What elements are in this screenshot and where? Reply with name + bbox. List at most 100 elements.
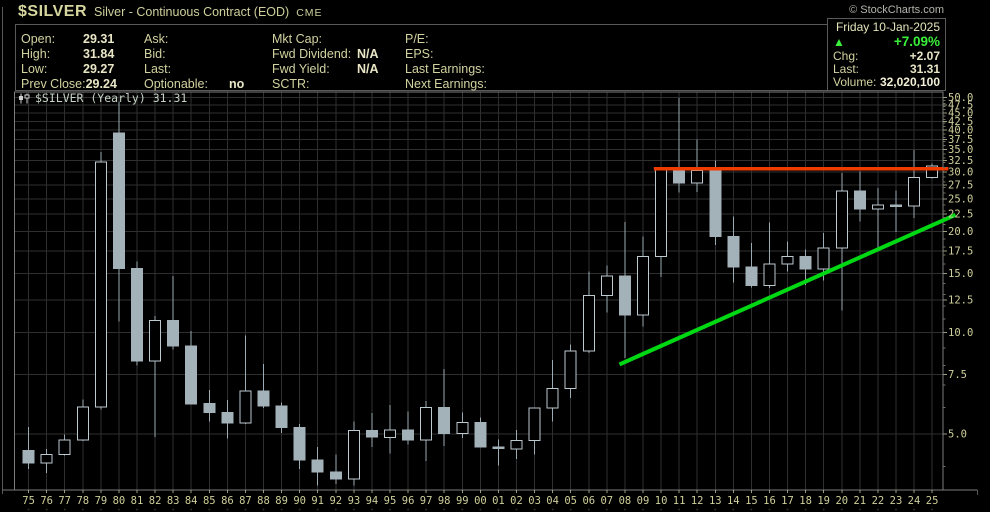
svg-text:77: 77 bbox=[58, 495, 71, 507]
candle-2020 bbox=[835, 172, 848, 311]
quote-label: Open: bbox=[21, 32, 56, 46]
svg-text:22.5: 22.5 bbox=[948, 209, 973, 221]
quote-panel: Open: 29.31 High: 31.84 Low: 29.27 Prev Close:… bbox=[15, 24, 946, 91]
quote-label: Fwd Dividend: bbox=[272, 47, 352, 61]
candle-1990 bbox=[293, 423, 306, 470]
svg-text:95: 95 bbox=[384, 495, 397, 507]
quote-label: EPS: bbox=[405, 47, 434, 61]
quote-row: Last: bbox=[144, 62, 244, 77]
change-value: +2.07 bbox=[909, 49, 940, 63]
svg-text:76: 76 bbox=[40, 495, 53, 507]
up-arrow-icon: ▲ bbox=[833, 35, 845, 49]
title-bar: $SILVER Silver - Continuous Contract (EO… bbox=[18, 3, 323, 21]
candle-2011 bbox=[673, 98, 686, 193]
quote-row: SCTR: bbox=[272, 77, 379, 92]
exchange-label: CME bbox=[296, 7, 323, 19]
candles bbox=[22, 98, 939, 486]
candle-1986 bbox=[221, 400, 234, 439]
svg-text:01: 01 bbox=[492, 495, 505, 507]
candle-2016 bbox=[763, 222, 776, 288]
quote-label: Bid: bbox=[144, 47, 166, 61]
candle-1989 bbox=[275, 402, 288, 434]
quote-row: Last Earnings: bbox=[405, 62, 487, 77]
candle-1979 bbox=[94, 151, 107, 410]
symbol-description: Silver - Continuous Contract (EOD) bbox=[94, 5, 290, 19]
svg-text:97: 97 bbox=[420, 495, 433, 507]
svg-text:7.5: 7.5 bbox=[948, 369, 967, 381]
quote-row: Next Earnings: bbox=[405, 77, 487, 92]
candle-1988 bbox=[257, 364, 270, 408]
candle-1994 bbox=[365, 412, 378, 448]
candle-2017 bbox=[781, 241, 794, 272]
candle-1997 bbox=[420, 400, 433, 462]
svg-text:19: 19 bbox=[817, 495, 830, 507]
candle-1982 bbox=[149, 316, 162, 437]
candle-2008 bbox=[618, 221, 631, 359]
svg-text:25: 25 bbox=[926, 495, 939, 507]
candle-1991 bbox=[311, 447, 324, 486]
svg-text:12.5: 12.5 bbox=[948, 295, 973, 307]
candle-2007 bbox=[600, 265, 613, 313]
candle-2005 bbox=[564, 344, 577, 399]
quote-column-bid-ask: Ask: Bid: Last: Optionable: no bbox=[144, 32, 244, 92]
quote-label: Ask: bbox=[144, 32, 169, 46]
candle-2001 bbox=[492, 439, 505, 466]
svg-text:20.0: 20.0 bbox=[948, 226, 973, 238]
candle-2024 bbox=[908, 150, 920, 218]
candle-2023 bbox=[890, 190, 902, 232]
svg-text:22: 22 bbox=[872, 495, 885, 507]
svg-text:81: 81 bbox=[131, 495, 144, 507]
svg-text:87: 87 bbox=[239, 495, 252, 507]
svg-text:24: 24 bbox=[908, 495, 921, 507]
volume-value: 32,020,100 bbox=[879, 75, 940, 89]
candle-2021 bbox=[853, 171, 866, 222]
svg-text:07: 07 bbox=[600, 495, 613, 507]
svg-text:13: 13 bbox=[709, 495, 722, 507]
volume-label: Volume: bbox=[833, 75, 877, 89]
svg-text:05: 05 bbox=[564, 495, 577, 507]
svg-text:78: 78 bbox=[76, 495, 89, 507]
svg-text:37.5: 37.5 bbox=[948, 134, 973, 146]
svg-text:11: 11 bbox=[673, 495, 686, 507]
quote-label: Next Earnings: bbox=[405, 77, 487, 91]
candle-1999 bbox=[456, 412, 469, 439]
svg-text:83: 83 bbox=[167, 495, 180, 507]
x-axis: 75 76 77 78 79 80 81 82 83 84 85 86 87 88 89 90 91 92 93 94… bbox=[22, 490, 939, 511]
svg-text:06: 06 bbox=[582, 495, 595, 507]
svg-text:12: 12 bbox=[691, 495, 704, 507]
quote-value: 31.84 bbox=[83, 47, 115, 61]
svg-text:32.5: 32.5 bbox=[948, 155, 973, 167]
quote-label: SCTR: bbox=[272, 77, 310, 91]
svg-text:16: 16 bbox=[763, 495, 776, 507]
symbol-title: $SILVER bbox=[18, 3, 87, 20]
candle-2022 bbox=[871, 187, 884, 251]
svg-text:10.0: 10.0 bbox=[948, 327, 973, 339]
change-label: Chg: bbox=[833, 49, 859, 63]
quote-column-fundamentals: Mkt Cap: Fwd Dividend: N/A Fwd Yield: N/A SCT… bbox=[272, 32, 379, 92]
quote-row: Ask: bbox=[144, 32, 244, 47]
candlestick-style-icon bbox=[19, 93, 30, 103]
quote-label: Prev Close: bbox=[21, 77, 86, 91]
quote-row: Low: 29.27 bbox=[21, 62, 117, 77]
candle-2010 bbox=[655, 167, 668, 277]
candle-1975 bbox=[22, 426, 35, 470]
last-label: Last: bbox=[833, 62, 860, 76]
candle-1985 bbox=[203, 390, 216, 422]
candle-1980 bbox=[112, 101, 125, 322]
quote-label: High: bbox=[21, 47, 51, 61]
svg-text:03: 03 bbox=[528, 495, 541, 507]
svg-text:88: 88 bbox=[257, 495, 270, 507]
quote-label: Mkt Cap: bbox=[272, 32, 323, 46]
svg-text:47.5: 47.5 bbox=[948, 100, 973, 112]
quote-label: Low: bbox=[21, 62, 48, 76]
svg-text:92: 92 bbox=[329, 495, 342, 507]
quote-row: Mkt Cap: bbox=[272, 32, 379, 47]
candle-1998 bbox=[438, 368, 451, 446]
svg-text:15: 15 bbox=[745, 495, 758, 507]
quote-value: N/A bbox=[357, 47, 379, 61]
candle-2012 bbox=[691, 139, 704, 193]
quote-value: 29.24 bbox=[85, 77, 117, 91]
quote-row: High: 31.84 bbox=[21, 47, 117, 62]
svg-text:50.0: 50.0 bbox=[948, 92, 973, 104]
